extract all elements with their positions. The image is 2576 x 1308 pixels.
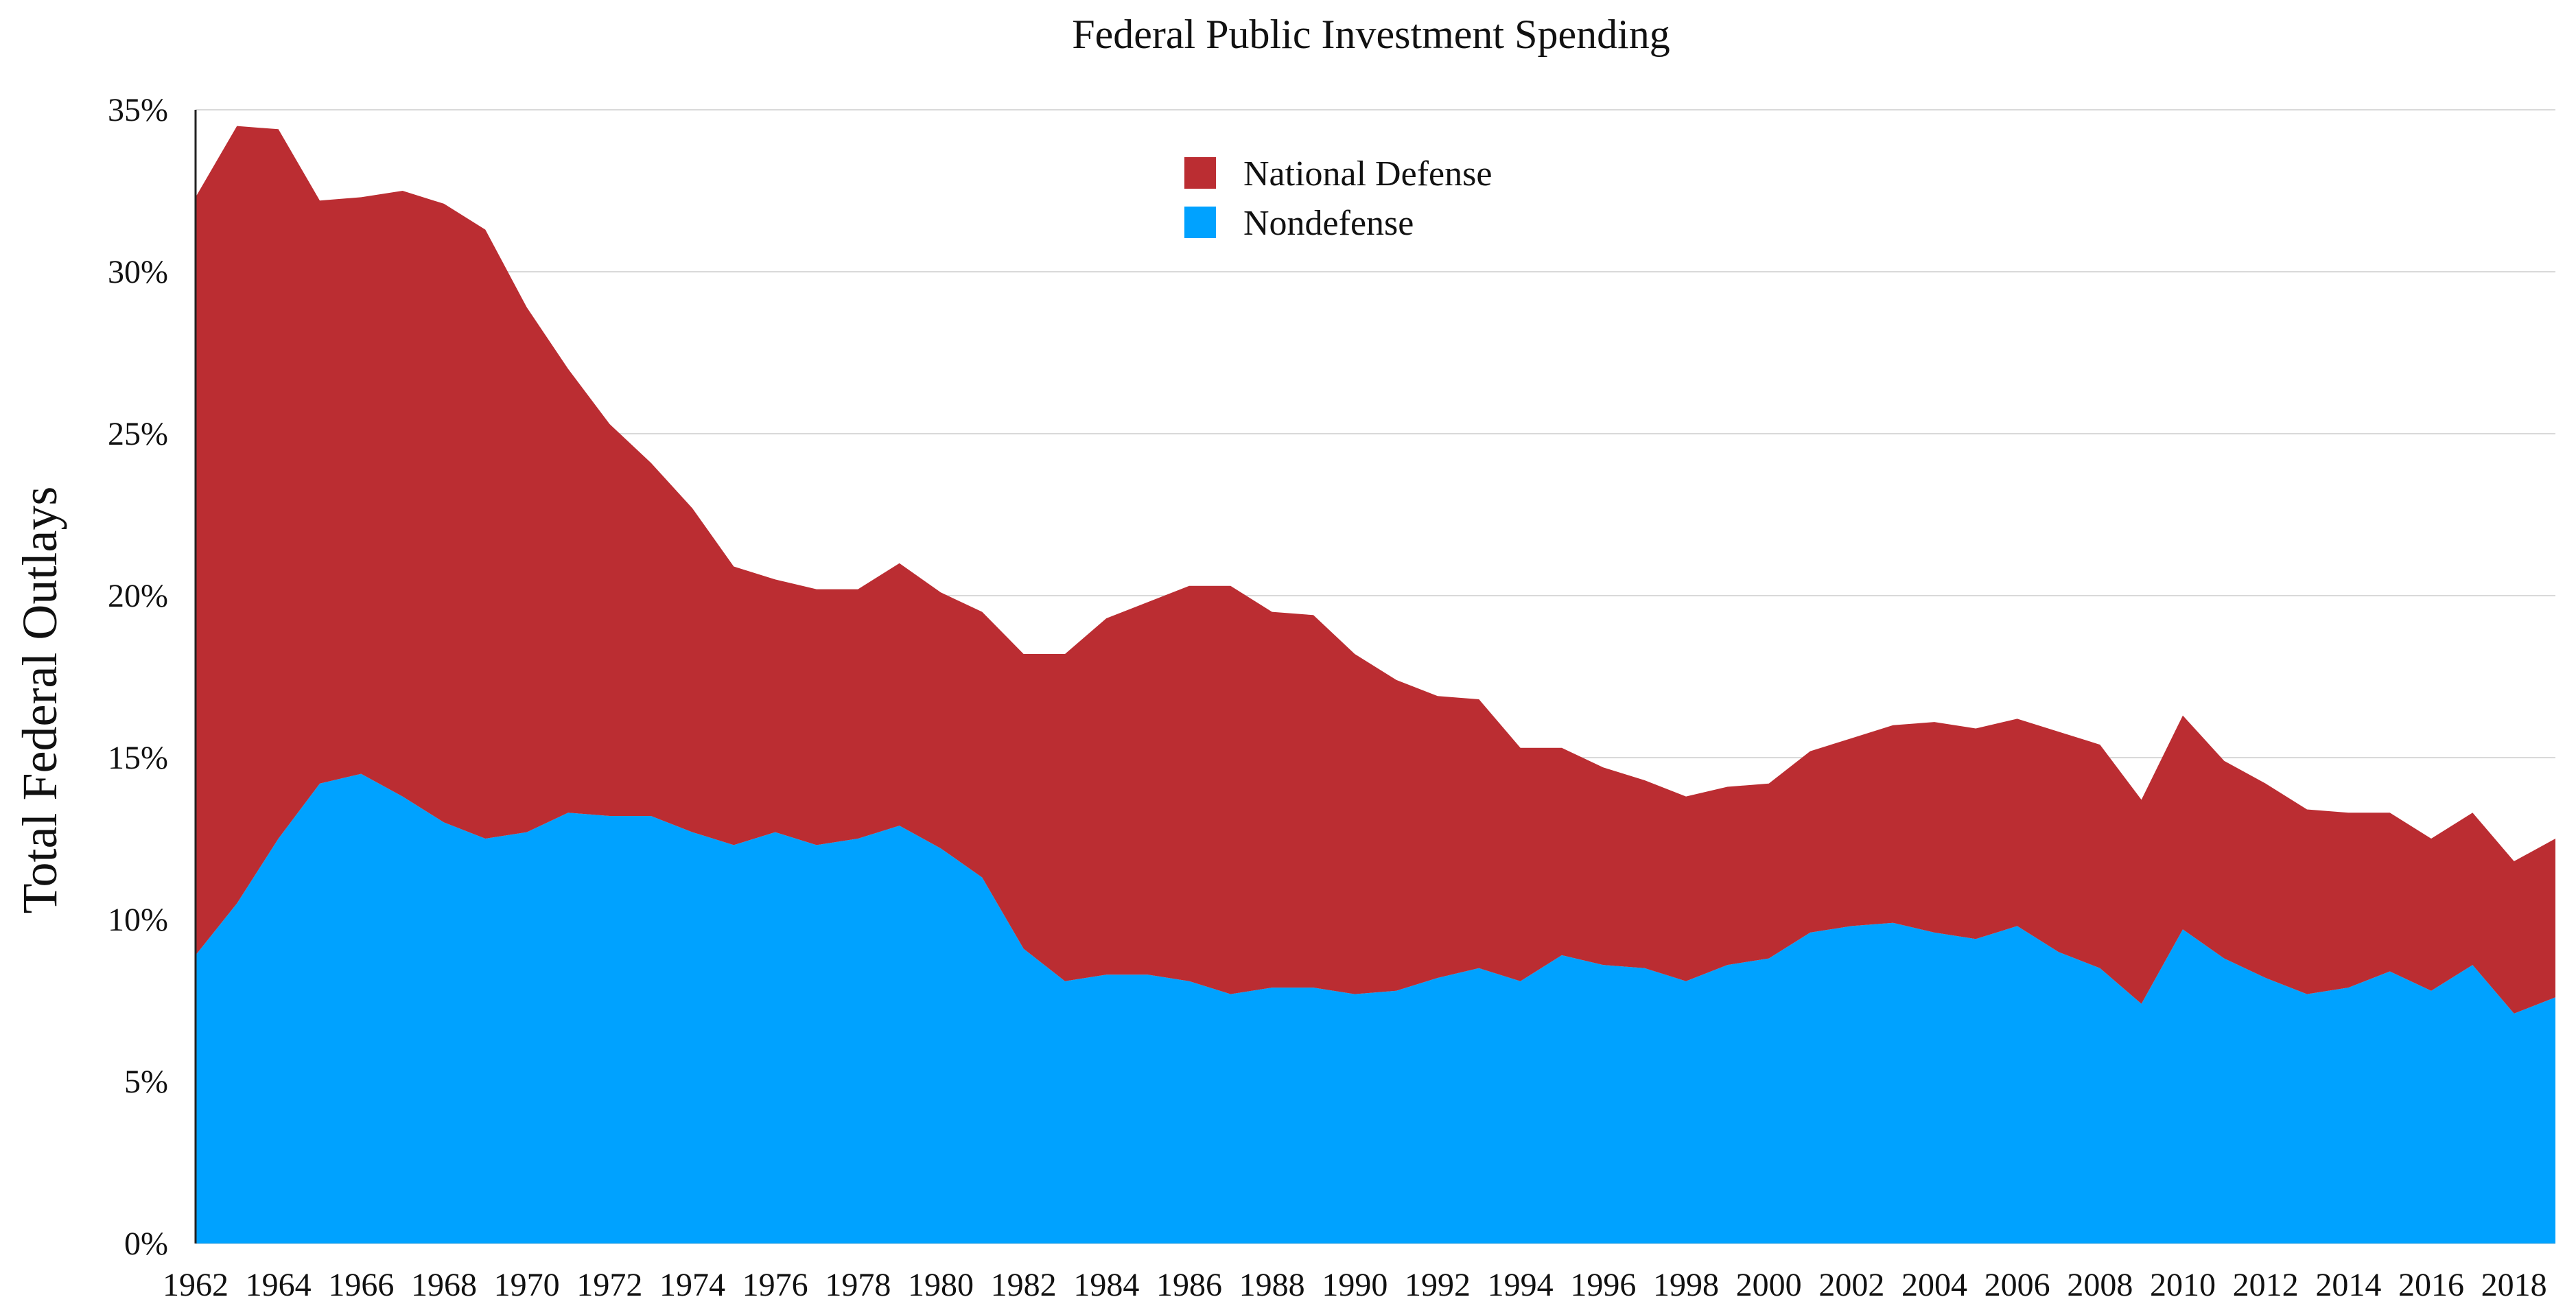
x-tick-label: 2008 xyxy=(2067,1267,2133,1303)
y-tick-label: 30% xyxy=(108,254,168,290)
x-tick-label: 2018 xyxy=(2481,1267,2547,1303)
x-tick-label: 1982 xyxy=(991,1267,1057,1303)
legend-swatch-national-defense xyxy=(1184,157,1216,189)
y-tick-label: 0% xyxy=(124,1226,168,1262)
legend-swatch-nondefense xyxy=(1184,207,1216,238)
x-tick-label: 2010 xyxy=(2150,1267,2216,1303)
y-tick-label: 15% xyxy=(108,740,168,776)
x-tick-label: 1962 xyxy=(163,1267,229,1303)
x-tick-label: 1980 xyxy=(908,1267,974,1303)
x-tick-label: 2000 xyxy=(1736,1267,1802,1303)
x-tick-label: 1990 xyxy=(1322,1267,1387,1303)
x-tick-label: 1972 xyxy=(576,1267,642,1303)
y-tick-label: 20% xyxy=(108,578,168,614)
x-tick-label: 1992 xyxy=(1405,1267,1471,1303)
x-tick-label: 1984 xyxy=(1073,1267,1139,1303)
x-tick-label: 1988 xyxy=(1239,1267,1305,1303)
x-tick-label: 1996 xyxy=(1570,1267,1636,1303)
x-tick-label: 2006 xyxy=(1984,1267,2050,1303)
x-tick-label: 1986 xyxy=(1156,1267,1222,1303)
y-tick-labels: 0% 5% 10% 15% 20% 25% 30% 35% xyxy=(108,92,168,1262)
x-tick-label: 1998 xyxy=(1653,1267,1719,1303)
x-tick-label: 1978 xyxy=(825,1267,891,1303)
y-axis-label: Total Federal Outlays xyxy=(12,487,67,914)
x-tick-label: 1966 xyxy=(328,1267,394,1303)
legend-label-nondefense: Nondefense xyxy=(1243,204,1414,243)
x-tick-label: 1970 xyxy=(494,1267,560,1303)
x-tick-label: 1964 xyxy=(246,1267,312,1303)
legend-label-national-defense: National Defense xyxy=(1243,154,1492,194)
area-series-nondefense xyxy=(196,773,2555,1243)
legend: National Defense Nondefense xyxy=(1184,154,1492,243)
x-tick-label: 2004 xyxy=(1901,1267,1967,1303)
x-tick-label: 1968 xyxy=(411,1267,477,1303)
y-tick-label: 5% xyxy=(124,1064,168,1100)
area-series-national-defense xyxy=(196,126,2555,1014)
x-tick-label: 1994 xyxy=(1488,1267,1554,1303)
y-tick-label: 25% xyxy=(108,416,168,452)
x-tick-label: 1974 xyxy=(659,1267,725,1303)
y-tick-label: 35% xyxy=(108,92,168,128)
x-tick-label: 2016 xyxy=(2398,1267,2464,1303)
x-tick-label: 2002 xyxy=(1818,1267,1884,1303)
y-tick-label: 10% xyxy=(108,902,168,938)
x-tick-label: 1976 xyxy=(742,1267,808,1303)
x-tick-labels: 1962 1964 1966 1968 1970 1972 1974 1976 1978 1980… xyxy=(163,1267,2547,1303)
x-tick-label: 2014 xyxy=(2315,1267,2381,1303)
chart-title: Federal Public Investment Spending xyxy=(1072,12,1670,57)
stacked-areas xyxy=(196,126,2555,1243)
x-tick-label: 2012 xyxy=(2233,1267,2299,1303)
